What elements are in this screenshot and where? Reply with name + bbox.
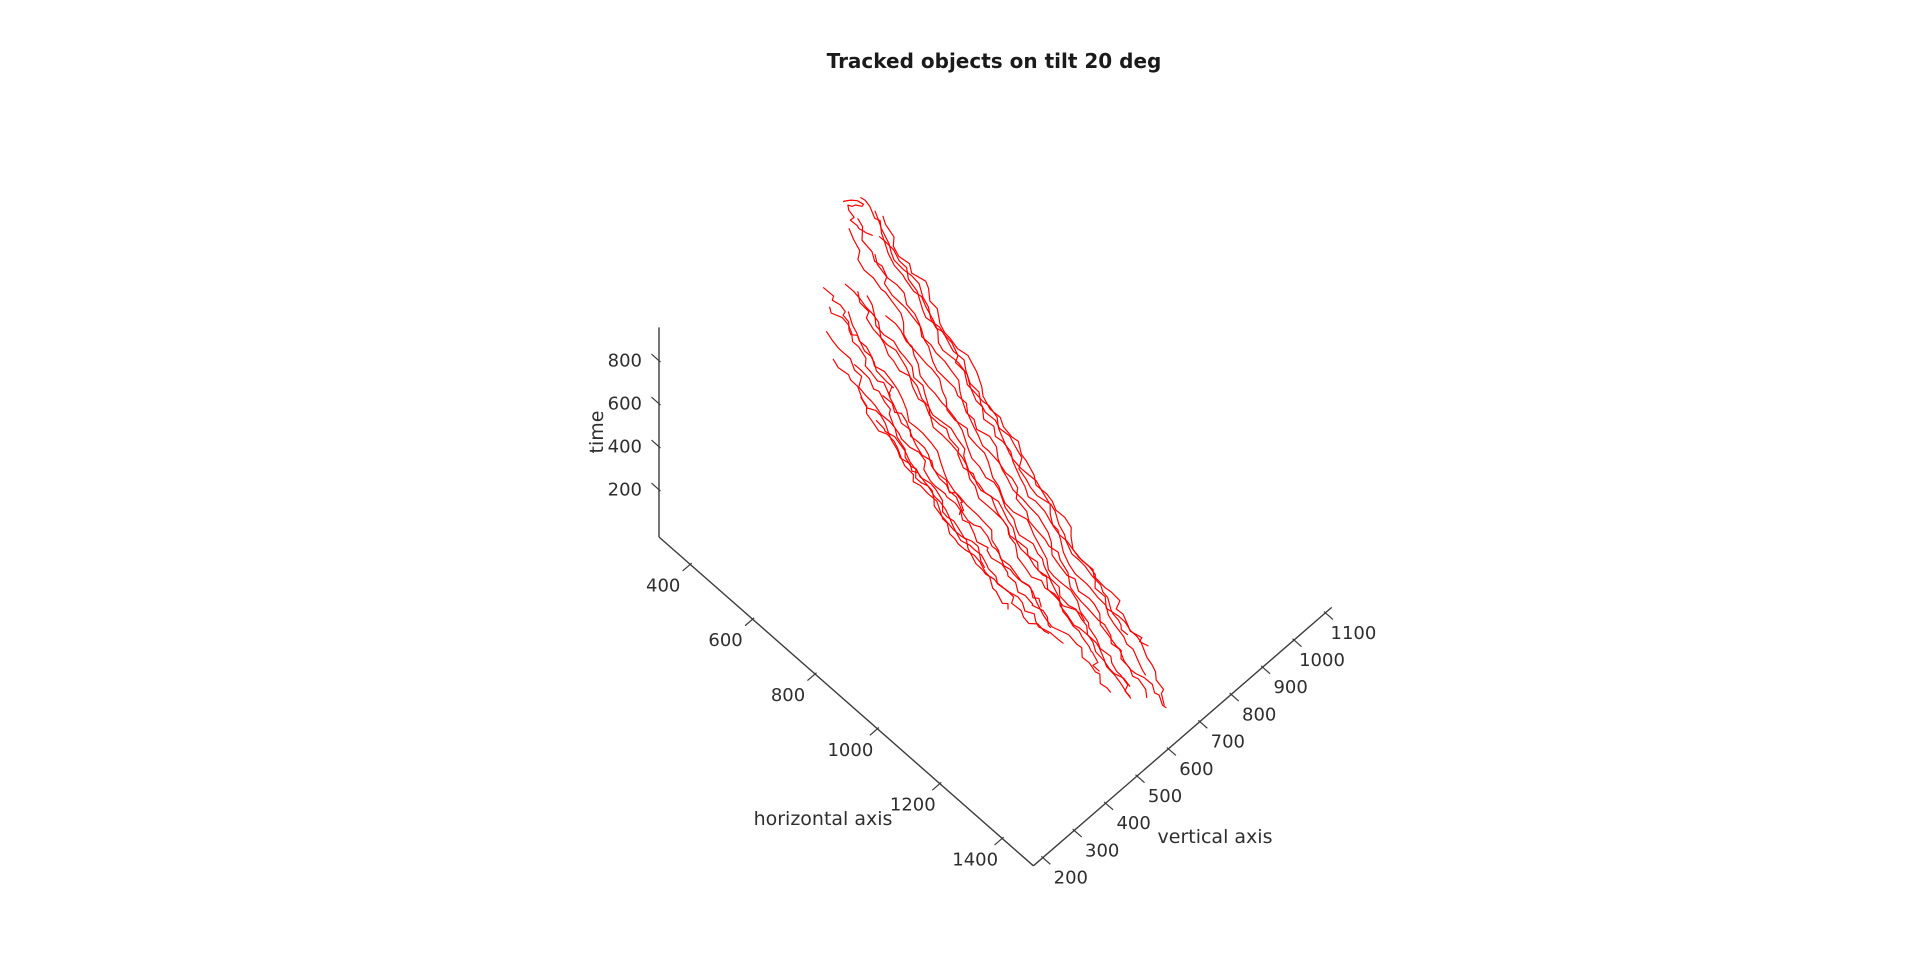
y-tick-mark (1103, 801, 1114, 811)
y-tick-label: 300 (1085, 840, 1119, 861)
track-line (847, 311, 1112, 693)
y-tick-mark (1072, 828, 1083, 838)
z-tick-mark (651, 439, 661, 449)
y-tick-label: 700 (1211, 732, 1245, 753)
x-tick-label: 800 (771, 685, 805, 706)
track-line (885, 315, 1131, 687)
track-line (853, 364, 1052, 629)
track-line (825, 331, 986, 568)
track-line (829, 306, 965, 516)
x-tick-label: 600 (708, 630, 742, 651)
track-line (857, 218, 1148, 699)
x-tick-label: 1400 (952, 849, 998, 870)
y-tick-mark (1040, 855, 1051, 865)
y-tick-mark (1260, 665, 1271, 675)
x-tick-mark (744, 617, 755, 627)
z-tick-label: 400 (608, 437, 642, 458)
x-axis-line (658, 536, 1034, 867)
z-tick-label: 600 (608, 394, 642, 415)
track-line (866, 295, 1131, 697)
y-axis-line (1032, 606, 1333, 867)
y-axis-label: vertical axis (1158, 826, 1273, 848)
y-tick-label: 200 (1054, 868, 1088, 889)
track-line (882, 215, 1149, 647)
x-tick-mark (994, 836, 1005, 846)
track-line (860, 396, 1050, 635)
y-tick-label: 900 (1273, 677, 1307, 698)
track-line (822, 287, 895, 397)
track-line (844, 283, 1100, 672)
x-tick-mark (807, 672, 817, 682)
y-tick-label: 1000 (1299, 650, 1345, 671)
y-tick-mark (1197, 719, 1208, 729)
y-tick-label: 400 (1116, 813, 1150, 834)
y-tick-mark (1323, 611, 1334, 620)
x-tick-mark (682, 562, 693, 572)
tracks-layer (822, 197, 1167, 709)
x-tick-label: 400 (646, 575, 680, 596)
track-line (878, 236, 1165, 706)
z-tick-mark (651, 353, 661, 363)
chart-title: Tracked objects on tilt 20 deg (826, 49, 1162, 73)
x-tick-mark (931, 781, 942, 791)
track-line (874, 210, 1129, 636)
z-tick-mark (651, 396, 661, 406)
z-axis-label: time (586, 411, 608, 454)
z-tick-mark (651, 482, 661, 492)
track-line (848, 228, 1132, 699)
track-line (860, 197, 1147, 676)
z-tick-label: 800 (608, 351, 642, 372)
z-tick-label: 200 (608, 480, 642, 501)
y-tick-mark (1135, 774, 1145, 784)
x-axis-label: horizontal axis (754, 808, 893, 830)
y-tick-mark (1292, 638, 1302, 648)
y-tick-label: 1100 (1331, 623, 1377, 644)
track-line (875, 420, 1064, 644)
y-tick-mark (1166, 747, 1177, 756)
track-line (842, 199, 873, 236)
y-tick-label: 800 (1242, 704, 1276, 725)
axes-layer: 400 600 800 1000 1200 1400 200 300 400 500 600 700 8… (608, 327, 1377, 889)
x-tick-label: 1000 (827, 740, 873, 761)
y-tick-label: 600 (1179, 759, 1213, 780)
x-tick-label: 1200 (890, 795, 936, 816)
y-tick-label: 500 (1148, 786, 1182, 807)
x-tick-mark (869, 727, 880, 736)
y-tick-mark (1229, 692, 1240, 702)
track-line (874, 254, 1167, 709)
